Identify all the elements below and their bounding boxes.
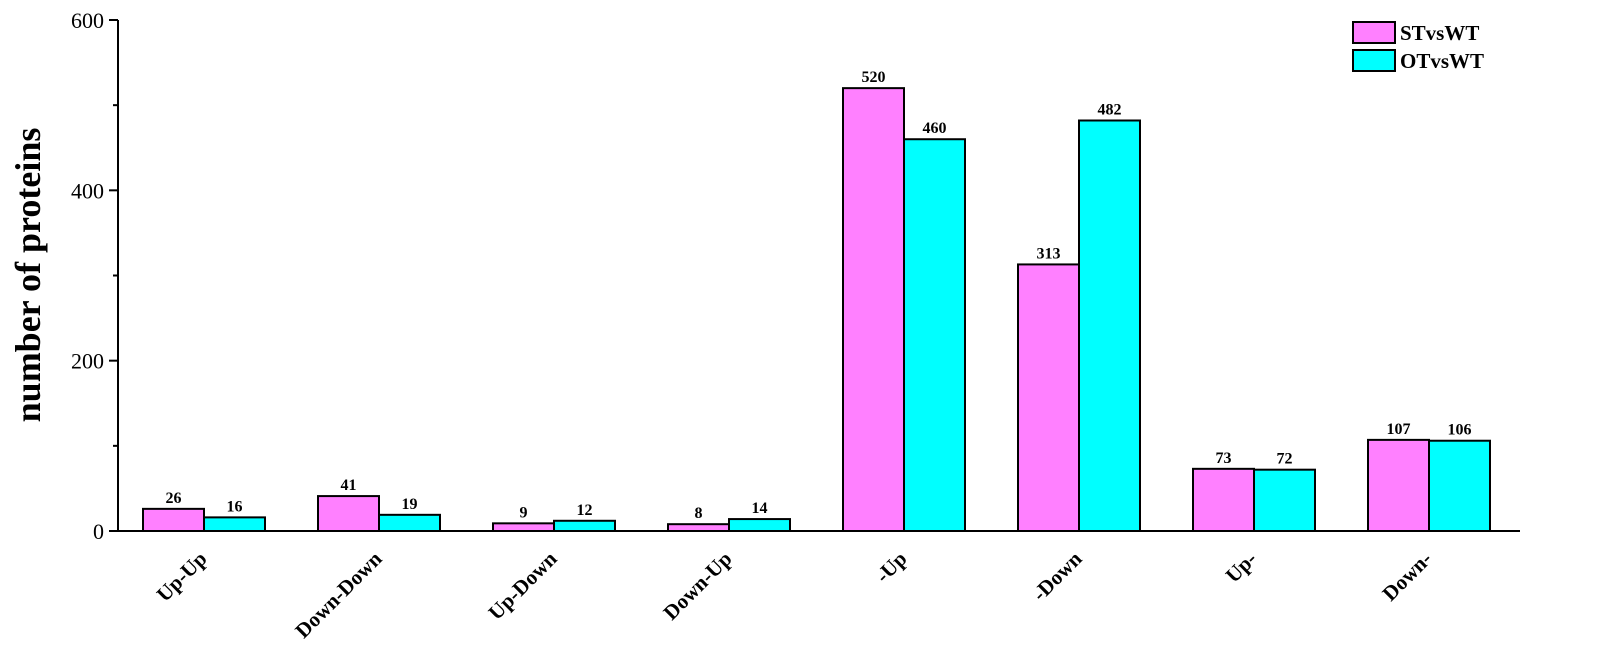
x-tick-label: Up-Up	[152, 547, 212, 607]
bar-stvswt-6	[1017, 263, 1080, 532]
x-tick-label: Down-	[1377, 547, 1436, 606]
x-tick-label: Down-Down	[290, 546, 386, 642]
legend-label: OTvsWT	[1400, 49, 1484, 73]
data-label: 12	[577, 502, 593, 519]
bar-otvswt-5	[903, 138, 966, 532]
data-label: 9	[520, 504, 528, 521]
bar-stvswt-3	[492, 522, 555, 533]
bar-stvswt-7	[1192, 467, 1255, 533]
data-label: 72	[1277, 451, 1293, 468]
y-tick-label: 0	[93, 519, 104, 544]
bar-otvswt-1	[203, 516, 266, 533]
y-tick-label: 600	[71, 8, 104, 33]
bar-stvswt-1	[142, 507, 205, 532]
y-tick-label: 400	[71, 178, 104, 203]
x-tick-label: -Down	[1027, 546, 1086, 605]
bar-otvswt-7	[1253, 468, 1316, 532]
data-label: 482	[1098, 101, 1122, 118]
x-tick-label: Up-	[1221, 547, 1262, 588]
legend-label: STvsWT	[1400, 21, 1479, 45]
data-label: 107	[1387, 421, 1411, 438]
data-label: 460	[923, 120, 947, 137]
data-label: 73	[1216, 450, 1232, 467]
bar-stvswt-4	[667, 523, 730, 532]
bar-otvswt-2	[378, 513, 441, 533]
bar-otvswt-6	[1078, 119, 1141, 532]
legend-swatch-otvswt	[1352, 49, 1396, 72]
x-tick-label: Down-Up	[658, 547, 736, 625]
data-label: 520	[862, 69, 886, 86]
legend-swatch-stvswt	[1352, 21, 1396, 44]
data-label: 106	[1448, 422, 1472, 439]
bar-stvswt-5	[842, 87, 905, 532]
data-label: 14	[752, 500, 768, 517]
data-label: 41	[341, 477, 357, 494]
y-tick-label: 200	[71, 349, 104, 374]
data-label: 16	[227, 498, 243, 515]
bar-otvswt-3	[553, 519, 616, 533]
x-tick-label: Up-Down	[483, 546, 561, 624]
data-label: 8	[695, 505, 703, 522]
bar-stvswt-2	[317, 495, 380, 532]
data-label: 26	[166, 490, 182, 507]
data-label: 19	[402, 496, 418, 513]
bar-otvswt-8	[1428, 439, 1491, 532]
y-axis: 0 200 400 600	[71, 8, 119, 544]
x-axis: Up-Up Down-Down Up-Down Down-Up -Up -Down Up- D…	[117, 530, 1520, 643]
data-labels: 26 16 41 19 9 12 8 14 520 460 313 482 73 72 107 106	[166, 69, 1472, 522]
x-tick-label: -Up	[871, 547, 912, 588]
bar-stvswt-8	[1367, 438, 1430, 533]
bar-otvswt-4	[728, 518, 791, 532]
legend: STvsWT OTvsWT	[1352, 21, 1484, 73]
data-label: 313	[1037, 245, 1061, 262]
y-axis-label: number of proteins	[8, 128, 48, 423]
